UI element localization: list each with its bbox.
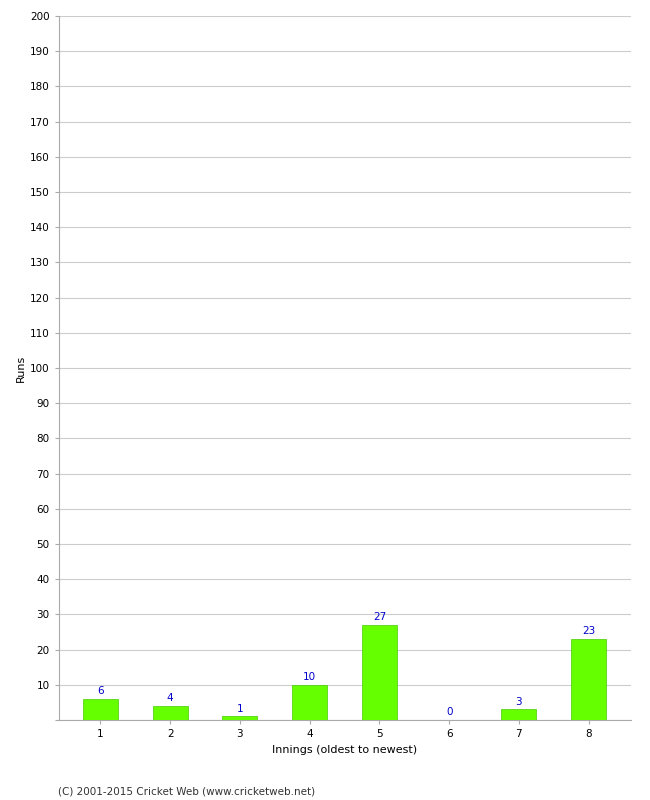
Bar [501, 710, 536, 720]
Text: 0: 0 [446, 707, 452, 717]
Text: 6: 6 [97, 686, 103, 696]
Bar [292, 685, 327, 720]
Text: 1: 1 [237, 704, 243, 714]
Bar [571, 639, 606, 720]
Text: 4: 4 [167, 693, 174, 703]
Text: 27: 27 [372, 612, 386, 622]
X-axis label: Innings (oldest to newest): Innings (oldest to newest) [272, 745, 417, 754]
Text: (C) 2001-2015 Cricket Web (www.cricketweb.net): (C) 2001-2015 Cricket Web (www.cricketwe… [58, 786, 316, 796]
Text: 23: 23 [582, 626, 595, 636]
Text: 10: 10 [303, 672, 316, 682]
Y-axis label: Runs: Runs [16, 354, 25, 382]
Bar [153, 706, 188, 720]
Bar [83, 699, 118, 720]
Bar [222, 717, 257, 720]
Text: 3: 3 [515, 697, 522, 706]
Bar [362, 625, 396, 720]
